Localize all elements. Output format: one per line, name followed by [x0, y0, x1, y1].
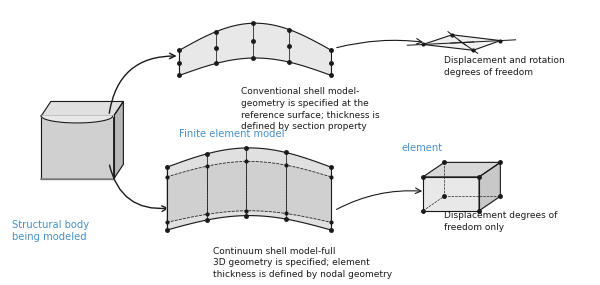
Polygon shape: [167, 162, 331, 222]
Polygon shape: [423, 177, 479, 211]
Polygon shape: [179, 23, 331, 76]
Polygon shape: [41, 116, 113, 123]
Text: Structural body
being modeled: Structural body being modeled: [12, 220, 89, 242]
Polygon shape: [167, 148, 331, 230]
Polygon shape: [113, 101, 124, 179]
Text: Conventional shell model-
geometry is specified at the
reference surface; thickn: Conventional shell model- geometry is sp…: [241, 87, 380, 131]
Polygon shape: [423, 35, 500, 50]
Text: Finite element model: Finite element model: [179, 129, 285, 139]
Polygon shape: [479, 162, 500, 211]
Text: element: element: [402, 143, 443, 153]
Polygon shape: [41, 116, 113, 179]
Polygon shape: [423, 162, 500, 177]
Text: Displacement and rotation
degrees of freedom: Displacement and rotation degrees of fre…: [444, 56, 565, 77]
Text: Continuum shell model-full
3D geometry is specified; element
thickness is define: Continuum shell model-full 3D geometry i…: [213, 247, 392, 279]
Polygon shape: [41, 101, 124, 116]
Text: Displacement degrees of
freedom only: Displacement degrees of freedom only: [444, 211, 557, 231]
